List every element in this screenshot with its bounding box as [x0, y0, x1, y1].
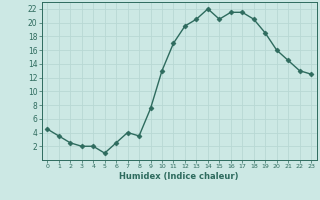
- X-axis label: Humidex (Indice chaleur): Humidex (Indice chaleur): [119, 172, 239, 181]
